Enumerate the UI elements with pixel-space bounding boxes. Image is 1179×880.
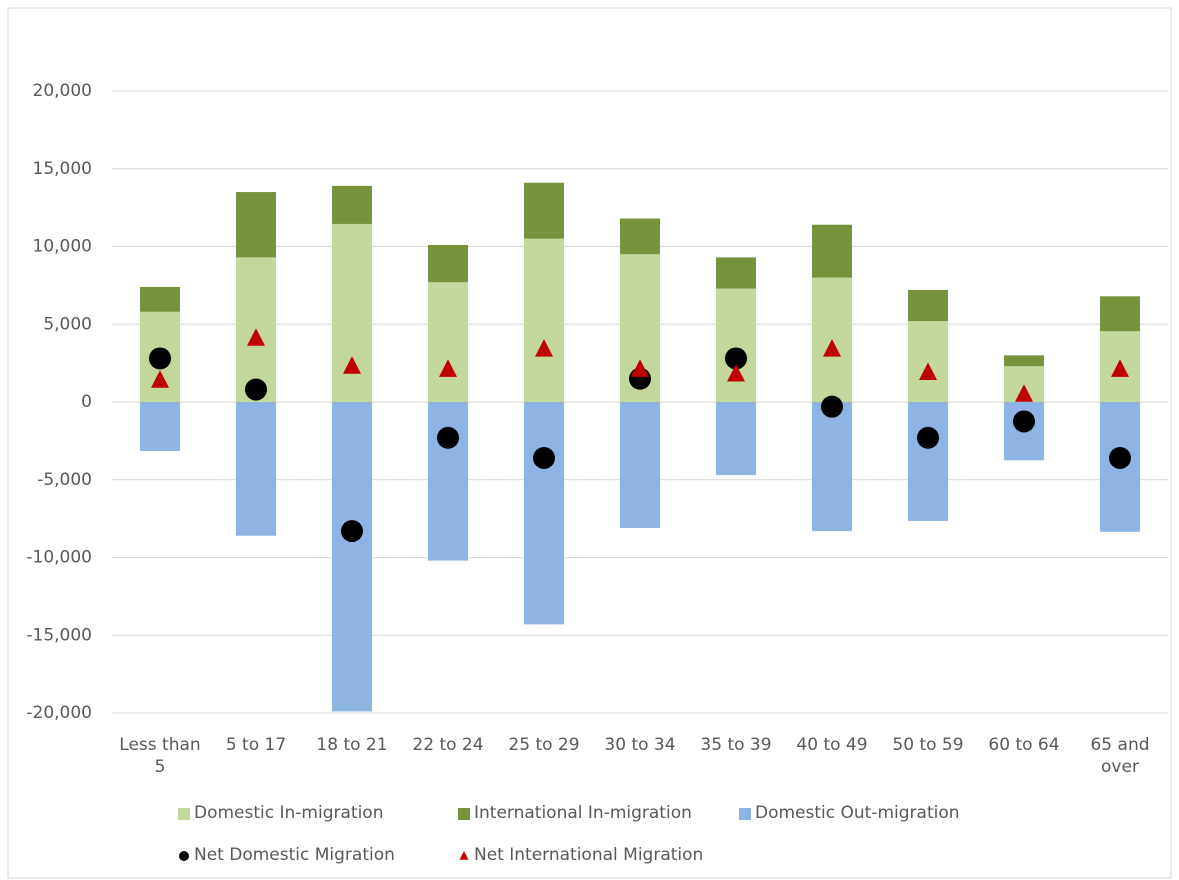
bar-segment [716, 257, 756, 289]
bar-segment [236, 192, 276, 258]
x-tick-label: 5 to 17 [225, 735, 287, 755]
bar-segment [140, 286, 180, 312]
legend-marker [179, 851, 189, 861]
y-tick-label: 10,000 [33, 237, 92, 257]
legend-label: Domestic In-migration [194, 803, 384, 823]
marker [151, 370, 169, 388]
marker [533, 446, 555, 469]
x-tick-label: Less than 5 [119, 735, 201, 777]
chart-frame [7, 7, 1172, 879]
legend-swatch [458, 808, 470, 820]
x-tick-label: 65 and over [1090, 735, 1150, 777]
y-tick-label: -10,000 [26, 548, 92, 568]
marker [535, 339, 553, 357]
marker [247, 328, 265, 346]
bar-segment [620, 218, 660, 255]
marker [919, 362, 937, 380]
marker [1109, 446, 1131, 469]
marker [823, 339, 841, 357]
marker [1111, 359, 1129, 377]
y-tick-label: -20,000 [26, 703, 92, 723]
y-tick-label: 0 [81, 392, 92, 412]
legend-label: International In-migration [474, 803, 692, 823]
bar-segment [1004, 355, 1044, 367]
bar-segment [908, 290, 948, 322]
bar-segment [812, 224, 852, 278]
bar-segment [236, 402, 276, 536]
bar-segment [428, 282, 468, 402]
bar-segment [524, 402, 564, 625]
x-tick-label: 40 to 49 [796, 735, 868, 755]
marker [245, 378, 267, 401]
marker [437, 426, 459, 449]
x-tick-label: 18 to 21 [316, 735, 388, 755]
bar-segment [620, 402, 660, 528]
legend-marker [459, 851, 469, 860]
bar-segment [1100, 296, 1140, 332]
bar-segment [716, 402, 756, 476]
marker [341, 520, 363, 543]
bar-segment [908, 321, 948, 402]
bar-segment [140, 402, 180, 451]
marker [149, 347, 171, 370]
bar-segment [716, 288, 756, 402]
legend-label: Net Domestic Migration [194, 845, 395, 865]
x-tick-label: 35 to 39 [700, 735, 772, 755]
bar-segment [332, 223, 372, 402]
marker [727, 364, 745, 382]
x-tick-label: 50 to 59 [892, 735, 964, 755]
bar-segment [908, 402, 948, 521]
bar-segment [428, 402, 468, 561]
marker [1013, 410, 1035, 433]
x-tick-label: 22 to 24 [412, 735, 484, 755]
marker [343, 356, 361, 374]
x-tick-label: 60 to 64 [988, 735, 1060, 755]
y-tick-label: -5,000 [37, 470, 92, 490]
legend-label: Net International Migration [474, 845, 704, 865]
y-tick-label: 15,000 [33, 159, 92, 179]
y-tick-label: 5,000 [43, 314, 92, 334]
marker [917, 426, 939, 449]
legend-swatch [178, 808, 190, 820]
marker [725, 347, 747, 370]
legend-swatch [739, 808, 751, 820]
bar-segment [332, 402, 372, 712]
bar-segment [332, 185, 372, 224]
bar-segment [428, 244, 468, 283]
legend-label: Domestic Out-migration [755, 803, 960, 823]
marker [631, 359, 649, 377]
x-tick-label: 25 to 29 [508, 735, 580, 755]
bar-segment [524, 238, 564, 402]
y-tick-label: -15,000 [26, 625, 92, 645]
bar-segment [812, 402, 852, 532]
marker [821, 395, 843, 418]
marker [1015, 384, 1033, 402]
x-tick-label: 30 to 34 [604, 735, 676, 755]
bar-segment [524, 182, 564, 239]
marker [439, 359, 457, 377]
y-tick-label: 20,000 [33, 81, 92, 101]
